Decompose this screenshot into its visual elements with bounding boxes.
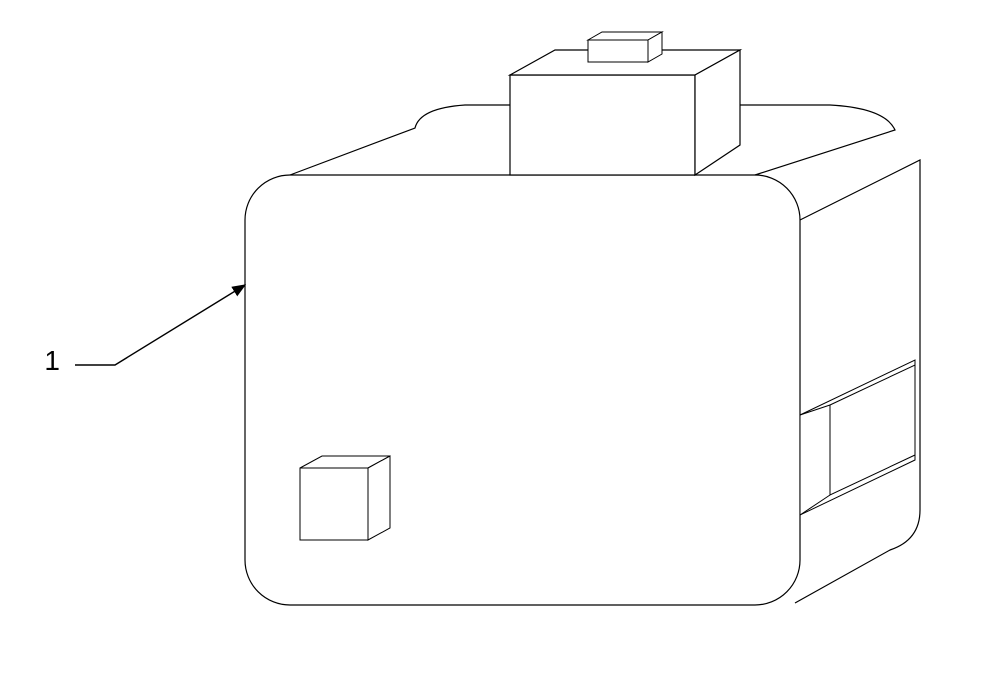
label-1: 1	[44, 345, 60, 376]
leader-line-1	[75, 285, 245, 365]
technical-diagram: 1	[0, 0, 1000, 697]
annotations-layer: 1	[44, 285, 245, 376]
front-small-block-side	[368, 456, 390, 540]
top-block-front	[510, 75, 695, 175]
side-slot-outer	[800, 360, 915, 515]
front-small-block-front	[300, 468, 368, 540]
top-small-block-front	[588, 40, 648, 62]
shapes-layer	[245, 32, 920, 605]
